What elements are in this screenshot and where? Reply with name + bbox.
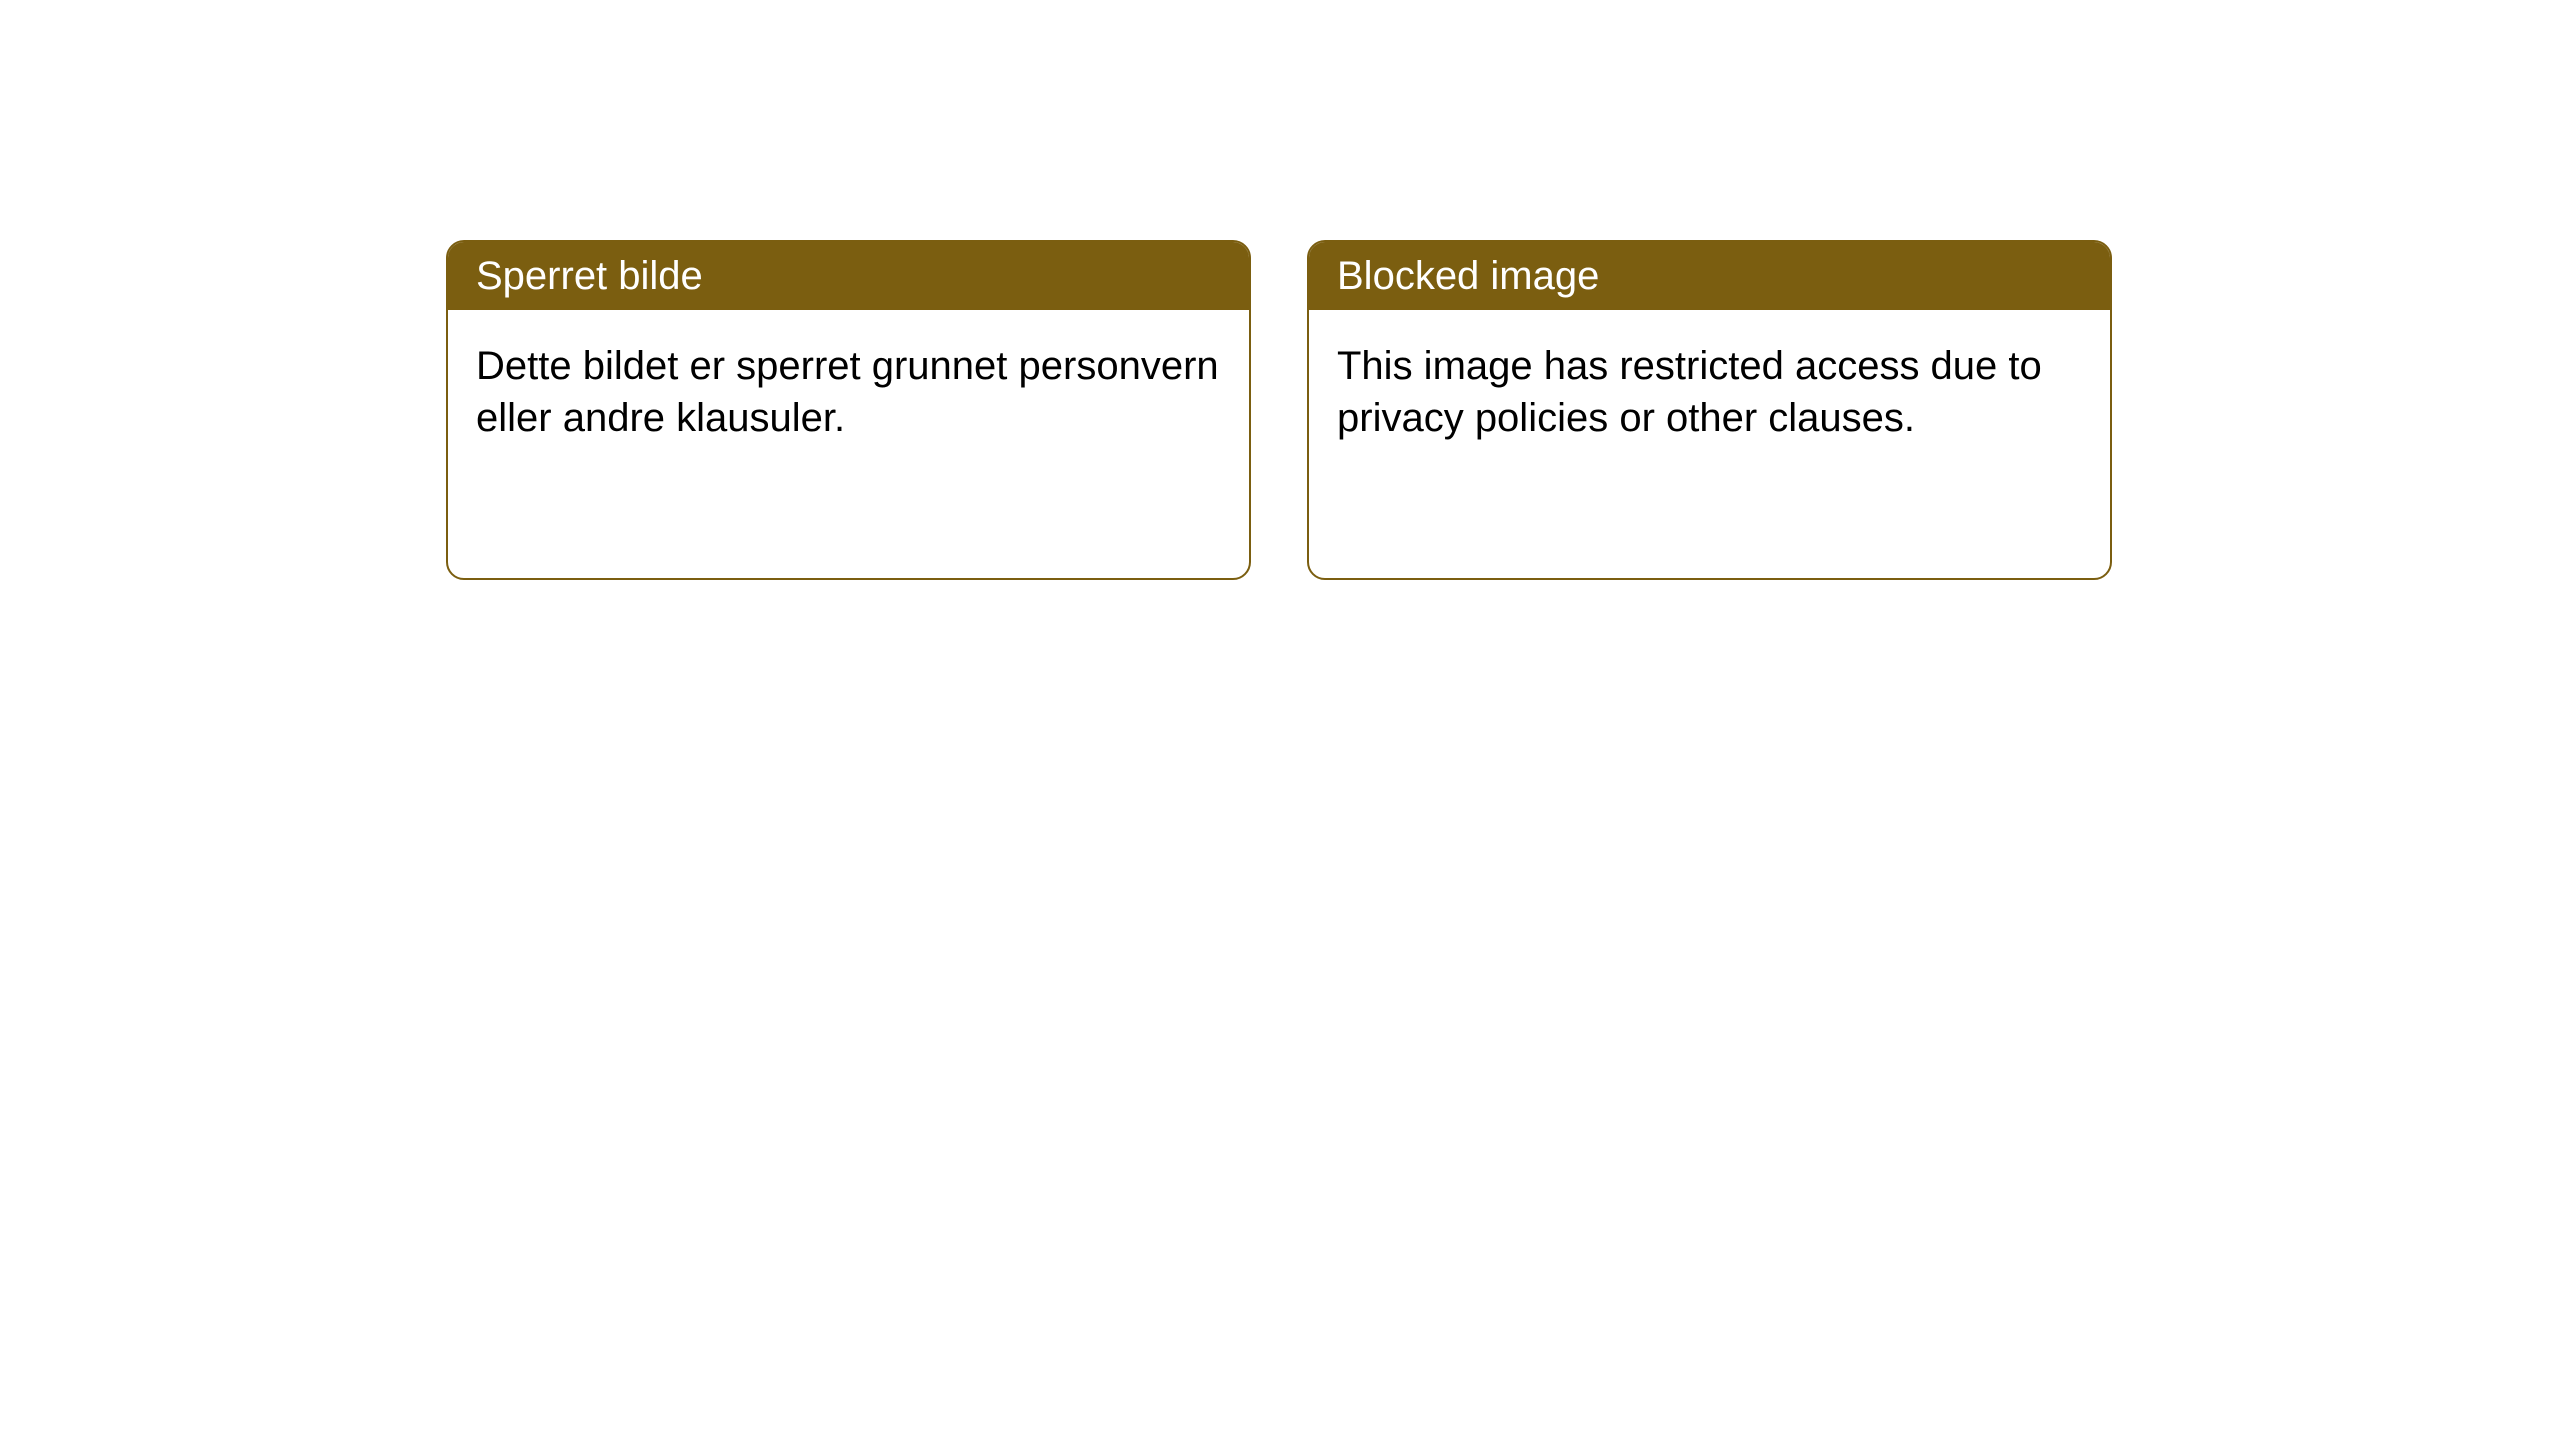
notice-card-english: Blocked image This image has restricted …	[1307, 240, 2112, 580]
notice-body-text: This image has restricted access due to …	[1337, 344, 2042, 440]
notice-title: Blocked image	[1337, 254, 1599, 298]
notice-title: Sperret bilde	[476, 254, 703, 298]
notice-body: Dette bildet er sperret grunnet personve…	[448, 310, 1249, 474]
notice-header: Blocked image	[1309, 242, 2110, 310]
notice-header: Sperret bilde	[448, 242, 1249, 310]
notice-card-norwegian: Sperret bilde Dette bildet er sperret gr…	[446, 240, 1251, 580]
notice-container: Sperret bilde Dette bildet er sperret gr…	[446, 240, 2112, 580]
notice-body-text: Dette bildet er sperret grunnet personve…	[476, 344, 1219, 440]
notice-body: This image has restricted access due to …	[1309, 310, 2110, 474]
